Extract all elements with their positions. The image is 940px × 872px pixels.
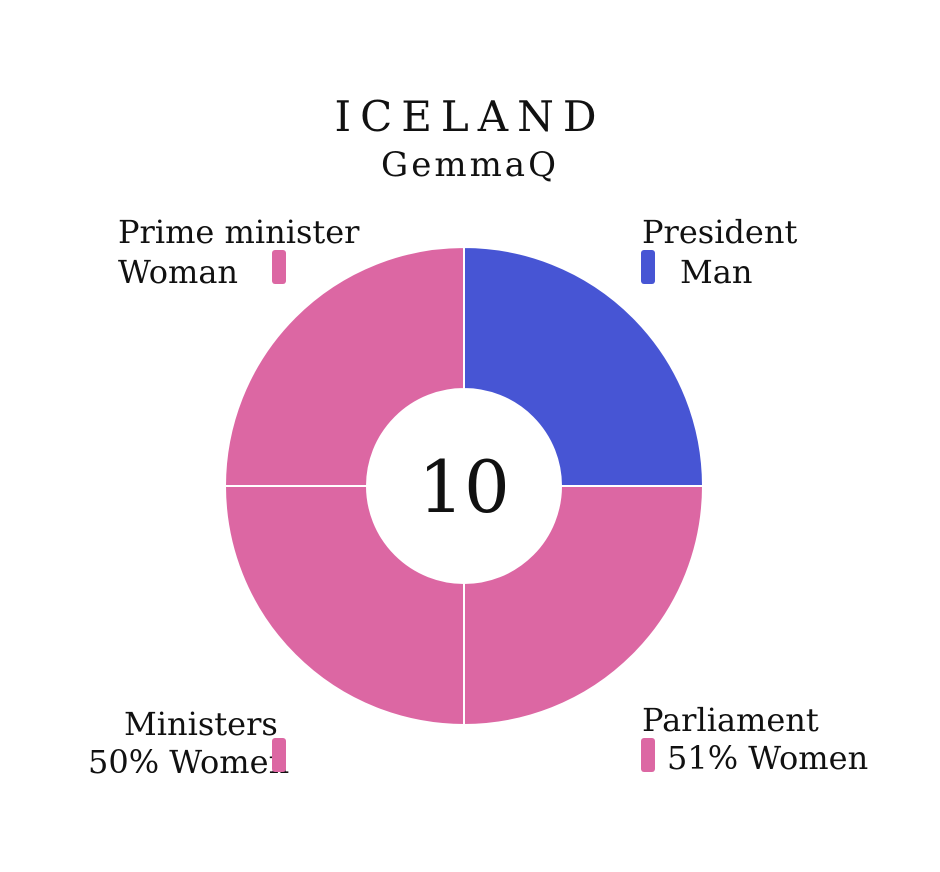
- legend-ministers-name: Ministers: [124, 705, 278, 743]
- chart-title: ICELAND: [334, 92, 606, 141]
- slice-ministers: [223, 485, 465, 727]
- legend-prime-minister-value: Woman: [118, 253, 239, 291]
- chart-subtitle: GemmaQ: [381, 145, 559, 185]
- legend-parliament-name: Parliament: [642, 701, 819, 739]
- slice-president: [463, 245, 705, 487]
- slice-parliament: [463, 485, 705, 727]
- legend-ministers-swatch: [272, 738, 286, 772]
- legend-president-value: Man: [680, 253, 753, 291]
- legend-prime-minister-swatch: [272, 250, 286, 284]
- slice-prime-minister: [223, 245, 465, 487]
- legend-ministers-value: 50% Women: [88, 743, 290, 781]
- legend-parliament-swatch: [641, 738, 655, 772]
- legend-president-swatch: [641, 250, 655, 284]
- center-value: 10: [418, 445, 510, 529]
- legend-president-name: President: [642, 213, 798, 251]
- legend-parliament-value: 51% Women: [667, 739, 869, 777]
- legend-prime-minister-name: Prime minister: [118, 213, 360, 251]
